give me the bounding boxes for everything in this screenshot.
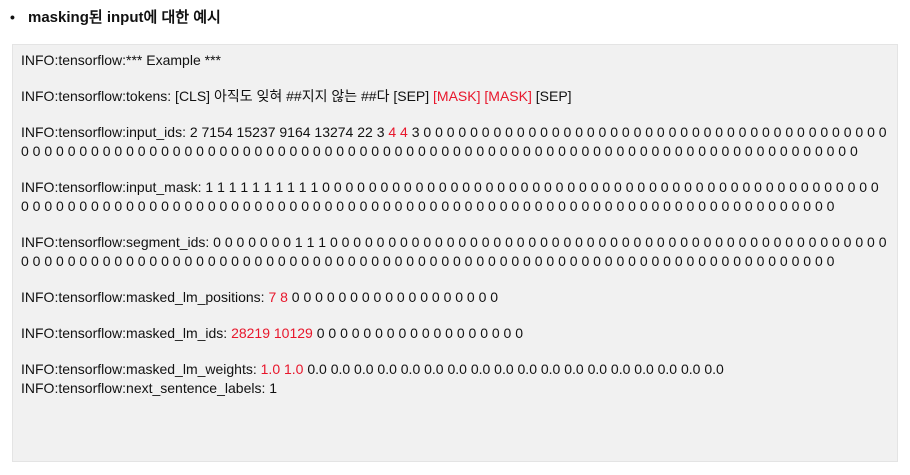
- tokens-suffix: [SEP]: [531, 88, 572, 104]
- log-line-masked-lm-weights: INFO:tensorflow:masked_lm_weights: 1.0 1…: [21, 360, 889, 379]
- log-line-next-sentence-labels: INFO:tensorflow:next_sentence_labels: 1: [21, 380, 278, 396]
- input-ids-suffix: 3 0 0 0 0 0 0 0 0 0 0 0 0 0 0 0 0 0 0 0 …: [21, 124, 891, 159]
- masked-lm-ids-prefix: INFO:tensorflow:masked_lm_ids:: [21, 325, 232, 341]
- masked-lm-weights-prefix: INFO:tensorflow:masked_lm_weights:: [21, 361, 261, 377]
- masked-lm-weights-suffix: 0.0 0.0 0.0 0.0 0.0 0.0 0.0 0.0 0.0 0.0 …: [303, 361, 724, 377]
- tokens-masked: [MASK] [MASK]: [433, 88, 532, 104]
- masked-lm-positions-masked: 7 8: [268, 289, 288, 305]
- log-line-masked-lm-positions: INFO:tensorflow:masked_lm_positions: 7 8…: [21, 288, 889, 307]
- log-line-segment-ids: INFO:tensorflow:segment_ids: 0 0 0 0 0 0…: [21, 234, 891, 269]
- log-line-input-mask: INFO:tensorflow:input_mask: 1 1 1 1 1 1 …: [21, 179, 883, 214]
- heading-text: masking된 input에 대한 예시: [28, 9, 221, 26]
- masked-lm-ids-masked: 28219 10129: [231, 325, 313, 341]
- masked-lm-weights-masked: 1.0 1.0: [260, 361, 304, 377]
- log-line-masked-lm-ids: INFO:tensorflow:masked_lm_ids: 28219 101…: [21, 324, 889, 343]
- masked-lm-positions-prefix: INFO:tensorflow:masked_lm_positions:: [21, 289, 269, 305]
- masked-lm-ids-suffix: 0 0 0 0 0 0 0 0 0 0 0 0 0 0 0 0 0 0: [312, 325, 524, 341]
- log-output-panel: INFO:tensorflow:*** Example *** INFO:ten…: [12, 44, 898, 462]
- masked-lm-positions-suffix: 0 0 0 0 0 0 0 0 0 0 0 0 0 0 0 0 0 0: [287, 289, 499, 305]
- input-ids-masked: 4 4: [388, 124, 408, 140]
- input-ids-prefix: INFO:tensorflow:input_ids: 2 7154 15237 …: [21, 124, 389, 140]
- log-line-example: INFO:tensorflow:*** Example ***: [21, 52, 221, 68]
- log-line-input-ids: INFO:tensorflow:input_ids: 2 7154 15237 …: [21, 123, 889, 161]
- log-line-tokens: INFO:tensorflow:tokens: [CLS] 아직도 잊혀 ##지…: [21, 87, 889, 106]
- section-heading: • masking된 input에 대한 예시: [10, 6, 221, 27]
- bullet-icon: •: [10, 8, 15, 25]
- tokens-prefix: INFO:tensorflow:tokens: [CLS] 아직도 잊혀 ##지…: [21, 88, 434, 104]
